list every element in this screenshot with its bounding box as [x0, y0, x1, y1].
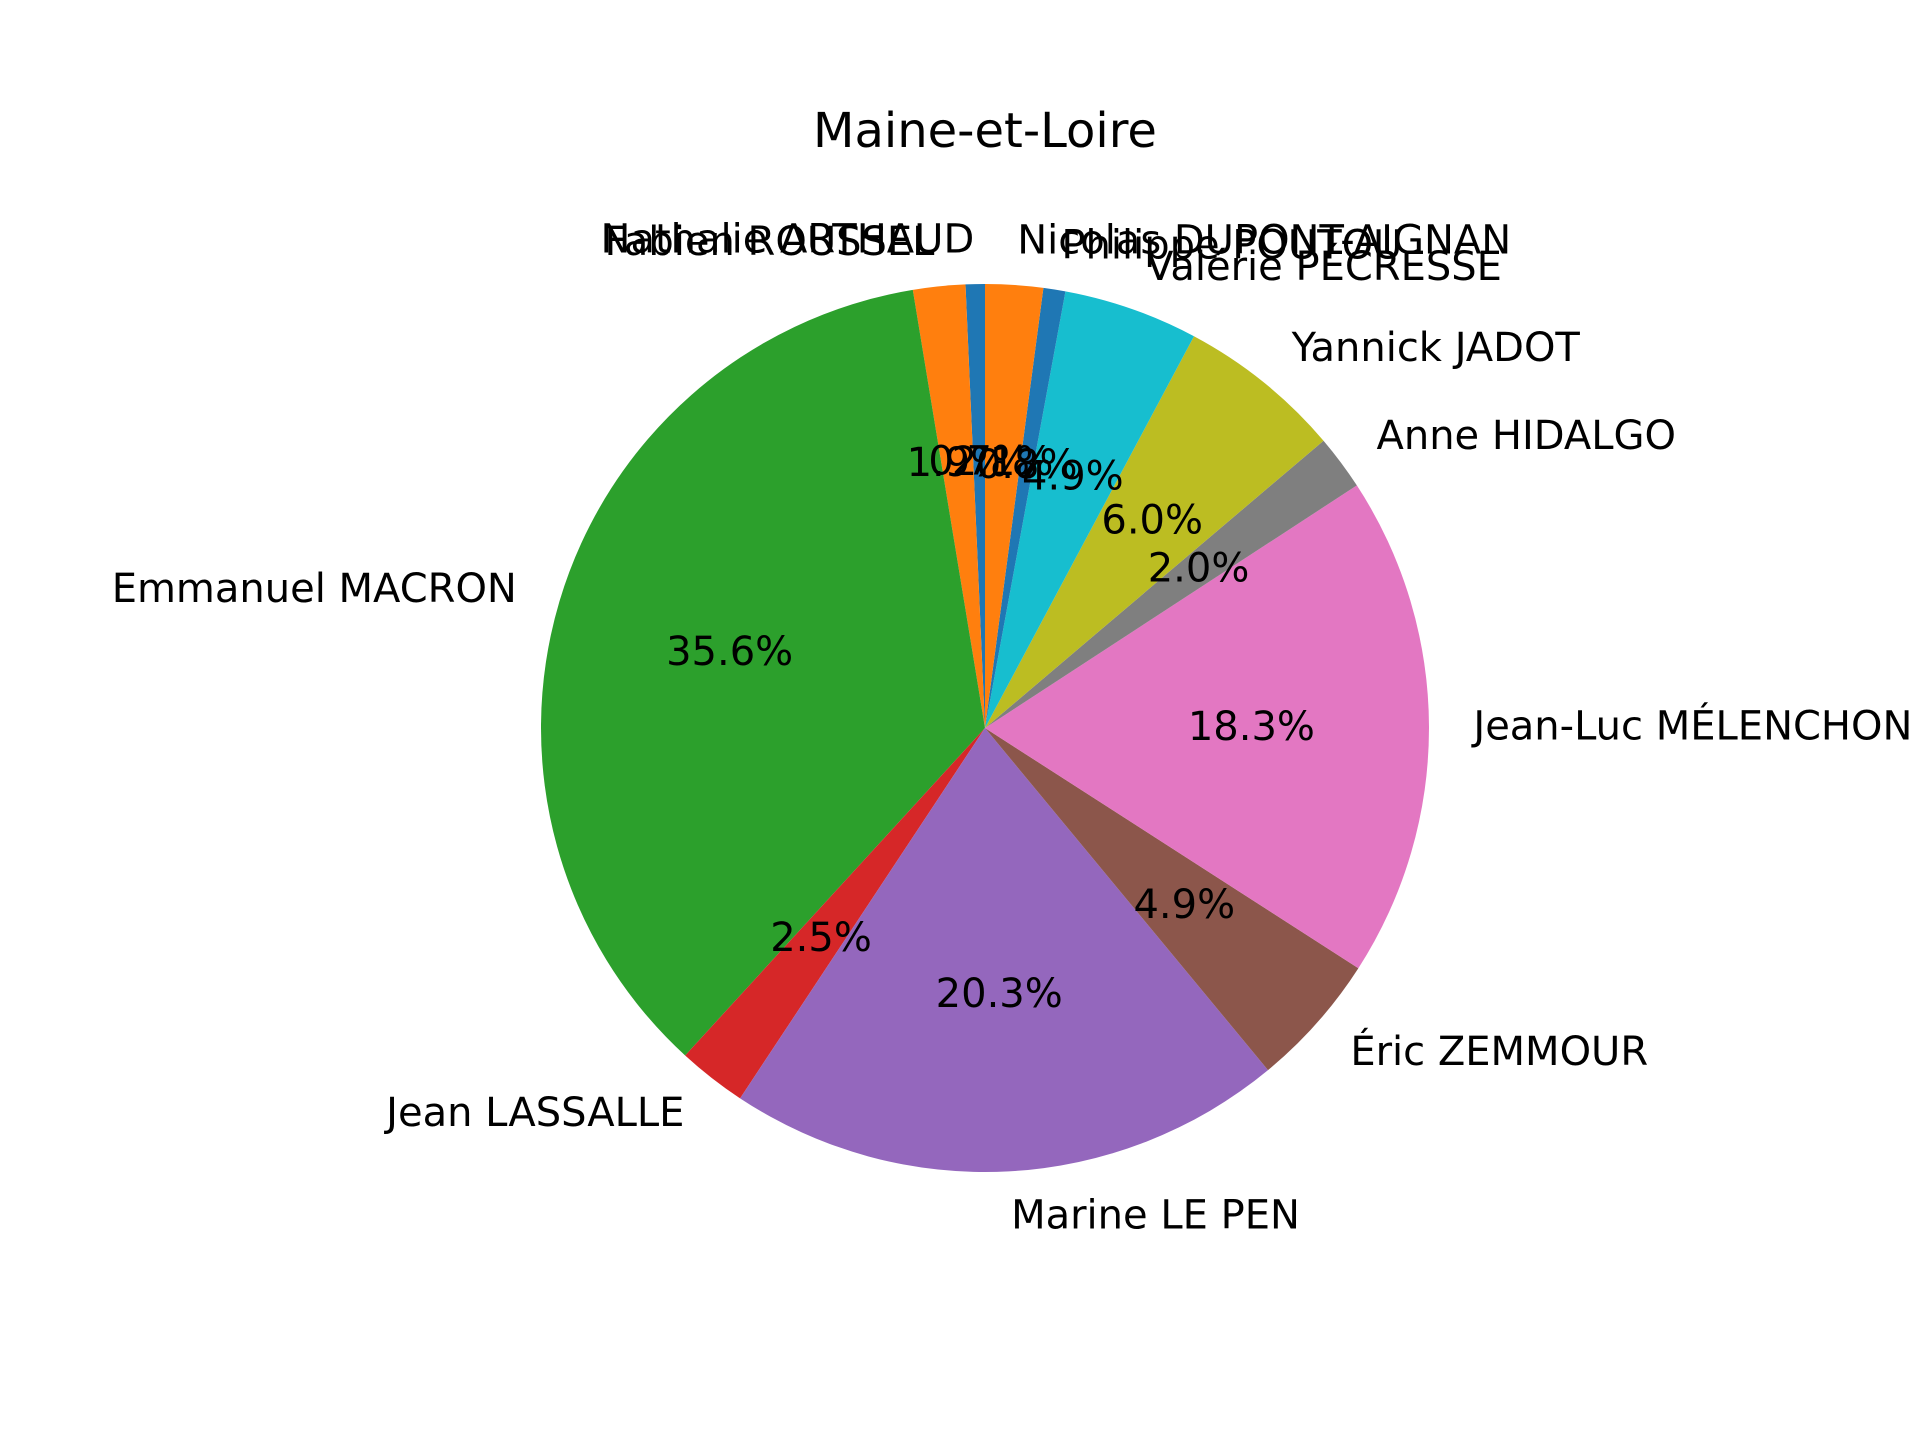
- pie-slice-nathalie-arthaud: [965, 284, 985, 728]
- pie-slice-valerie-pecresse: [985, 291, 1194, 728]
- pie-percent-label: 0.8%: [976, 442, 1078, 488]
- pie-category-label: Philippe POUTOU: [1061, 223, 1402, 269]
- pie-category-label: Fabien ROUSSEL: [605, 219, 936, 265]
- pie-category-label: Éric ZEMMOUR: [1350, 1027, 1648, 1075]
- pie-percent-label: 18.3%: [1188, 704, 1315, 750]
- pie-slice-eric-zemmour: [985, 728, 1359, 1071]
- pie-category-label: Marine LE PEN: [1011, 1193, 1300, 1239]
- pie-slice-yannick-jadot: [985, 336, 1324, 728]
- pie-category-label: Valérie PÉCRESSE: [1146, 242, 1502, 290]
- pie-percent-label: 0.7%: [928, 439, 1030, 485]
- pie-percent-label: 4.9%: [1133, 882, 1235, 928]
- pie-slice-philippe-poutou: [985, 287, 1066, 728]
- pie-percent-label: 2.1%: [952, 439, 1054, 485]
- pie-slice-nicolas-dupont-aignan: [985, 284, 1044, 728]
- pie-slice-marine-le-pen: [740, 728, 1269, 1172]
- pie-slice-anne-hidalgo: [985, 440, 1357, 728]
- pie-category-label: Emmanuel MACRON: [112, 566, 517, 612]
- pie-percent-label: 2.0%: [1148, 546, 1250, 592]
- pie-category-label: Anne HIDALGO: [1376, 413, 1676, 459]
- pie-category-label: Jean LASSALLE: [383, 1090, 684, 1136]
- pie-category-label: Nicolas DUPONT-AIGNAN: [1017, 218, 1511, 264]
- pie-percent-label: 1.9%: [907, 440, 1009, 486]
- pie-percent-label: 6.0%: [1101, 498, 1203, 544]
- pie-slice-emmanuel-macron: [541, 289, 985, 1056]
- pie-percent-label: 35.6%: [666, 629, 793, 675]
- pie-category-label: Jean-Luc MÉLENCHON: [1470, 701, 1912, 749]
- chart-title: Maine-et-Loire: [813, 103, 1157, 159]
- pie-slice-jean-luc-melenchon: [985, 485, 1430, 969]
- pie-slice-jean-lassalle: [685, 728, 985, 1099]
- pie-percent-label: 20.3%: [936, 971, 1063, 1017]
- pie-slice-fabien-roussel: [912, 284, 985, 728]
- pie-percent-labels: 0.7%1.9%35.6%2.5%20.3%4.9%18.3%2.0%6.0%4…: [666, 439, 1315, 1017]
- pie-percent-label: 4.9%: [1022, 454, 1124, 500]
- pie-category-label: Yannick JADOT: [1291, 325, 1581, 371]
- pie-slices: [541, 284, 1430, 1172]
- pie-percent-label: 2.5%: [770, 915, 872, 961]
- pie-category-label: Nathalie ARTHAUD: [601, 217, 975, 263]
